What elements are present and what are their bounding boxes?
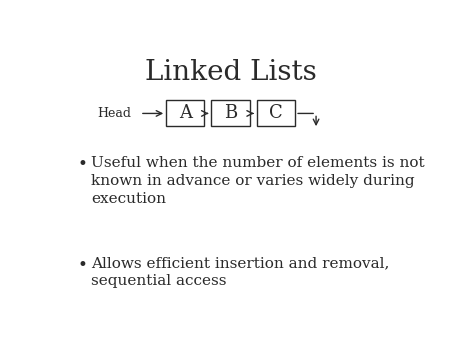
Bar [166, 100, 204, 126]
Text: Useful when the number of elements is not
known in advance or varies widely duri: Useful when the number of elements is no… [91, 156, 425, 206]
Text: •: • [77, 156, 87, 173]
Text: A: A [179, 104, 192, 122]
Text: Linked Lists: Linked Lists [145, 59, 316, 86]
Text: •: • [77, 257, 87, 273]
Text: Allows efficient insertion and removal,
sequential access: Allows efficient insertion and removal, … [91, 257, 390, 288]
Text: C: C [269, 104, 283, 122]
Text: Head: Head [97, 107, 131, 120]
Text: B: B [224, 104, 237, 122]
Bar [212, 100, 250, 126]
Bar [257, 100, 295, 126]
